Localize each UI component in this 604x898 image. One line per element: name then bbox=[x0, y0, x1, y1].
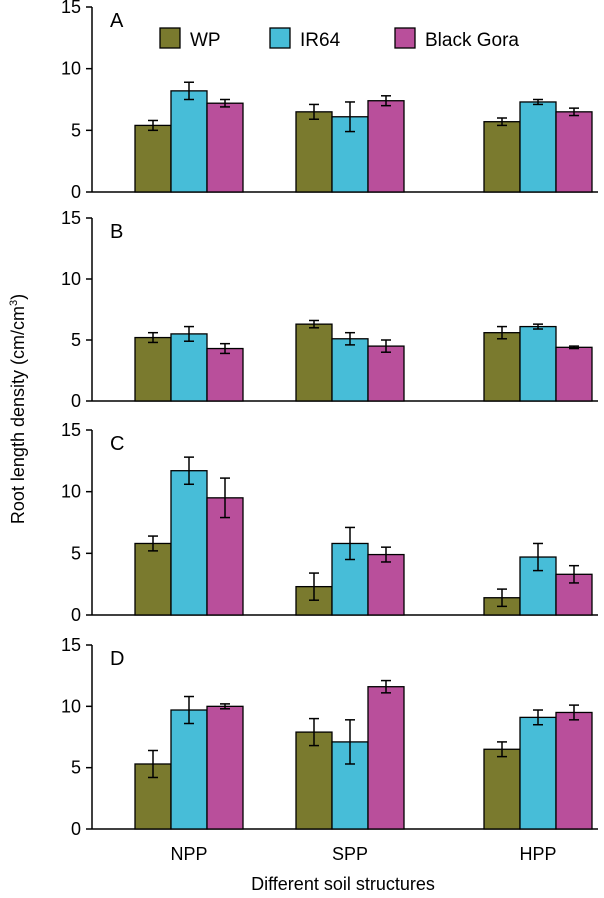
bar bbox=[134, 124, 172, 193]
panel-d: 0 5 10 15 D NPP SPP HPP bbox=[61, 635, 598, 864]
x-tick-label: SPP bbox=[332, 844, 368, 864]
bar bbox=[555, 346, 593, 402]
y-tick-label: 15 bbox=[61, 0, 81, 17]
bar bbox=[367, 100, 405, 193]
panel-c: 0 5 10 15 C bbox=[61, 420, 598, 625]
legend-swatch bbox=[159, 27, 181, 49]
bar bbox=[519, 101, 557, 193]
y-tick-label: 0 bbox=[71, 605, 81, 625]
y-tick-label: 0 bbox=[71, 819, 81, 839]
bar bbox=[170, 709, 208, 830]
bar bbox=[483, 121, 521, 193]
panel-label: D bbox=[110, 648, 124, 670]
bar bbox=[555, 111, 593, 193]
bar bbox=[206, 705, 244, 830]
legend-label: WP bbox=[190, 30, 221, 51]
panel-label: B bbox=[110, 221, 123, 243]
y-tick-label: 10 bbox=[61, 269, 81, 289]
y-tick-label: 15 bbox=[61, 420, 81, 440]
y-axis-label: Root length density (cm/cm3) bbox=[8, 294, 28, 524]
bar bbox=[170, 333, 208, 402]
panel-label: C bbox=[110, 433, 124, 455]
bar bbox=[170, 90, 208, 193]
bar bbox=[134, 336, 172, 402]
bar bbox=[367, 345, 405, 402]
y-tick-label: 5 bbox=[71, 120, 81, 140]
panel-b: 0 5 10 15 B bbox=[61, 208, 598, 411]
bar bbox=[483, 332, 521, 402]
y-tick-label: 0 bbox=[71, 182, 81, 202]
chart-panels: 0 5 10 15 A WP IR64 Black Gora 0 5 10 15 B 0 5 10 15 C 0 5 1… bbox=[61, 0, 598, 864]
panel-label: A bbox=[110, 10, 124, 32]
bar bbox=[555, 711, 593, 830]
y-tick-label: 10 bbox=[61, 696, 81, 716]
x-tick-label: HPP bbox=[519, 844, 556, 864]
bar bbox=[295, 731, 333, 830]
bar bbox=[483, 748, 521, 830]
y-tick-label: 15 bbox=[61, 208, 81, 228]
bar bbox=[295, 323, 333, 402]
bar bbox=[519, 325, 557, 402]
x-tick-label: NPP bbox=[170, 844, 207, 864]
y-tick-label: 15 bbox=[61, 635, 81, 655]
legend-swatch bbox=[394, 27, 416, 49]
y-tick-label: 5 bbox=[71, 758, 81, 778]
bar bbox=[134, 542, 172, 616]
y-tick-label: 10 bbox=[61, 59, 81, 79]
y-tick-label: 0 bbox=[71, 391, 81, 411]
bar bbox=[295, 111, 333, 193]
bar bbox=[206, 102, 244, 193]
bar bbox=[170, 470, 208, 616]
x-axis-label: Different soil structures bbox=[251, 874, 435, 894]
bar bbox=[367, 686, 405, 830]
legend-label: Black Gora bbox=[425, 30, 519, 51]
y-tick-label: 10 bbox=[61, 482, 81, 502]
bar bbox=[331, 338, 369, 402]
bar bbox=[367, 553, 405, 616]
y-tick-label: 5 bbox=[71, 543, 81, 563]
bar bbox=[519, 716, 557, 830]
legend-label: IR64 bbox=[300, 30, 341, 51]
panel-a: 0 5 10 15 A WP IR64 Black Gora bbox=[61, 0, 598, 202]
bar bbox=[206, 347, 244, 402]
y-tick-label: 5 bbox=[71, 330, 81, 350]
legend-swatch bbox=[269, 27, 291, 49]
